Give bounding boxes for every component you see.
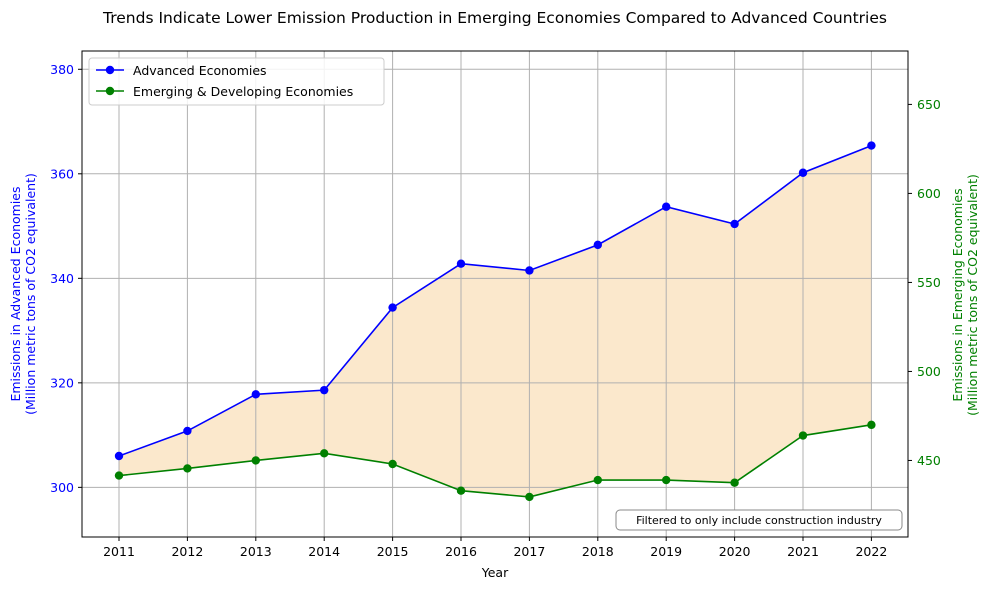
y-left-tick-label: 340: [50, 271, 74, 286]
data-point-emerging: [525, 492, 534, 502]
data-point-advanced: [114, 451, 124, 461]
x-tick-label: 2016: [445, 544, 477, 559]
x-tick-label: 2022: [855, 544, 887, 559]
data-point-advanced: [251, 390, 260, 399]
data-point-advanced: [456, 259, 466, 268]
data-point-emerging: [251, 456, 260, 465]
annotation-box: [615, 509, 903, 531]
y-left-tick-label: 320: [50, 375, 74, 390]
data-point-emerging: [662, 475, 671, 485]
data-point-advanced: [183, 426, 192, 436]
chart-title: Trends Indicate Lower Emission Productio…: [103, 9, 887, 27]
y-right-axis-label-units: (Million metric tons of CO2 equivalent): [965, 174, 980, 416]
y-left-tick-label: 360: [50, 166, 74, 181]
data-point-advanced: [525, 266, 534, 275]
data-point-emerging: [183, 464, 192, 473]
annotation-text: Filtered to only include construction in…: [636, 514, 882, 527]
legend-label-emerging: Emerging & Developing Economies: [133, 84, 353, 99]
y-left-axis-label: Emissions in Advanced Economies: [8, 186, 23, 401]
y-right-tick-label: 600: [917, 186, 941, 201]
data-point-advanced: [320, 385, 329, 395]
data-point-emerging: [388, 459, 397, 469]
y-right-tick-label: 650: [917, 97, 941, 112]
y-right-axis-label: Emissions in Emerging Economies: [950, 188, 965, 401]
legend-marker-advanced: [105, 65, 115, 75]
x-axis-label: Year: [481, 565, 509, 580]
legend-label-advanced: Advanced Economies: [133, 63, 267, 78]
data-point-advanced: [388, 303, 397, 312]
x-tick-label: 2019: [650, 544, 682, 559]
data-point-emerging: [320, 449, 329, 458]
y-left-axis-label-units: (Million metric tons of CO2 equivalent): [23, 173, 38, 415]
y-left-tick-label: 300: [50, 480, 74, 495]
y-left-tick-label: 380: [50, 62, 74, 77]
series-line-advanced: [118, 144, 872, 457]
data-point-emerging: [114, 471, 124, 480]
y-right-tick-label: 450: [917, 453, 941, 468]
x-tick-label: 2021: [787, 544, 819, 559]
x-tick-label: 2012: [171, 544, 203, 559]
plot-frame: [81, 50, 909, 538]
data-point-advanced: [867, 141, 876, 150]
data-point-advanced: [662, 202, 671, 211]
x-tick-label: 2011: [103, 544, 135, 559]
data-point-emerging: [867, 420, 876, 430]
x-tick-label: 2013: [240, 544, 272, 559]
x-tick-label: 2017: [513, 544, 545, 559]
data-point-advanced: [730, 219, 739, 229]
legend-box: [88, 57, 385, 106]
y-right-tick-label: 500: [917, 364, 941, 379]
data-point-emerging: [730, 478, 739, 487]
x-tick-label: 2018: [582, 544, 614, 559]
x-tick-label: 2020: [719, 544, 751, 559]
y-right-tick-label: 550: [917, 275, 941, 290]
x-tick-label: 2015: [377, 544, 409, 559]
data-point-emerging: [456, 486, 466, 495]
data-point-emerging: [798, 431, 808, 440]
legend-marker-emerging: [105, 86, 115, 96]
x-tick-label: 2014: [308, 544, 340, 559]
data-point-advanced: [593, 240, 602, 250]
fill-between-area: [119, 145, 872, 497]
data-point-advanced: [798, 168, 808, 177]
data-point-emerging: [593, 475, 602, 485]
series-line-emerging: [118, 424, 872, 498]
